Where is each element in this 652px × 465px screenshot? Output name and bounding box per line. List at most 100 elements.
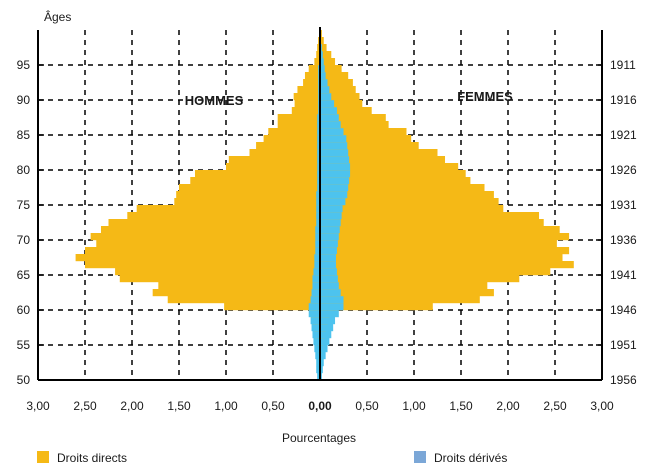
bar-droits-derives-femmes — [320, 282, 339, 290]
year-tick-label: 1926 — [610, 163, 637, 177]
bar-droits-directs-hommes — [228, 156, 320, 164]
bar-droits-directs-hommes — [100, 226, 320, 234]
bar-droits-derives-hommes — [313, 338, 320, 346]
bar-droits-derives-femmes — [320, 226, 340, 234]
legend-label-droits-directs: Droits directs — [57, 451, 127, 465]
bar-droits-directs-femmes — [320, 65, 342, 73]
bar-droits-derives-hommes — [317, 121, 320, 129]
bar-droits-directs-hommes — [297, 86, 320, 94]
bar-droits-derives-femmes — [320, 58, 324, 66]
bar-droits-directs-hommes — [249, 149, 320, 157]
bar-droits-directs-femmes — [320, 240, 557, 248]
bar-droits-derives-femmes — [320, 65, 325, 73]
bar-droits-derives-femmes — [320, 338, 330, 346]
bar-droits-directs-hommes — [294, 100, 320, 108]
bar-droits-directs-hommes — [314, 58, 320, 66]
x-tick-label: 0,50 — [355, 399, 379, 413]
year-tick-label: 1951 — [610, 338, 637, 352]
x-tick-label: 2,50 — [543, 399, 567, 413]
bar-droits-directs-hommes — [85, 247, 320, 255]
bar-droits-directs-hommes — [303, 79, 320, 87]
bar-droits-derives-hommes — [310, 317, 320, 325]
bar-droits-directs-hommes — [308, 65, 320, 73]
bar-droits-derives-hommes — [316, 366, 320, 374]
bar-droits-directs-hommes — [174, 198, 320, 206]
bar-droits-directs-hommes — [277, 114, 320, 122]
bar-droits-derives-femmes — [320, 177, 350, 185]
bar-droits-derives-hommes — [314, 345, 320, 353]
age-tick-label: 75 — [17, 198, 31, 212]
plot-frame — [37, 27, 603, 381]
bar-droits-directs-hommes — [85, 261, 320, 269]
x-tick-label: 0,50 — [261, 399, 285, 413]
bar-droits-derives-femmes — [320, 303, 344, 311]
bar-droits-directs-hommes — [256, 142, 320, 150]
bar-droits-derives-femmes — [320, 247, 337, 255]
bar-droits-derives-hommes — [316, 212, 320, 220]
legend-swatch-droits-directs — [37, 451, 49, 463]
bar-droits-directs-femmes — [320, 205, 504, 213]
bar-droits-derives-hommes — [316, 191, 320, 199]
bar-droits-derives-hommes — [317, 170, 320, 178]
bar-droits-directs-femmes — [320, 37, 324, 45]
bar-droits-derives-femmes — [320, 121, 341, 129]
bar-droits-derives-hommes — [316, 219, 320, 227]
x-tick-label: 1,50 — [449, 399, 473, 413]
bar-droits-derives-femmes — [320, 366, 323, 374]
bar-droits-derives-hommes — [316, 359, 320, 367]
bar-droits-derives-femmes — [320, 212, 342, 220]
bar-droits-directs-femmes — [320, 135, 412, 143]
bar-droits-directs-hommes — [90, 233, 320, 241]
bar-droits-derives-femmes — [320, 170, 351, 178]
bar-droits-directs-femmes — [320, 177, 471, 185]
bar-droits-directs-femmes — [320, 219, 544, 227]
bar-droits-derives-femmes — [320, 331, 332, 339]
bar-droits-derives-femmes — [320, 240, 338, 248]
age-tick-label: 85 — [17, 128, 31, 142]
bar-droits-derives-hommes — [315, 352, 320, 360]
bar-droits-directs-femmes — [320, 44, 327, 52]
bar-droits-derives-hommes — [317, 114, 320, 122]
bar-droits-directs-femmes — [320, 184, 485, 192]
tick-labels: 50 55 60 65 70 75 80 85 90 95 1956 1951 1946 1941 1936… — [17, 58, 637, 413]
bar-droits-directs-femmes — [320, 226, 560, 234]
bar-droits-directs-femmes — [320, 233, 570, 241]
bar-droits-derives-femmes — [320, 135, 347, 143]
bar-droits-directs-femmes — [320, 121, 389, 129]
bar-droits-directs-femmes — [320, 58, 336, 66]
bar-droits-derives-femmes — [320, 191, 348, 199]
year-tick-label: 1946 — [610, 303, 637, 317]
bar-droits-derives-femmes — [320, 359, 324, 367]
bar-droits-directs-hommes — [136, 205, 320, 213]
bar-droits-derives-hommes — [317, 135, 320, 143]
bar-droits-directs-hommes — [263, 135, 320, 143]
bar-droits-derives-hommes — [317, 177, 320, 185]
bar-droits-derives-femmes — [320, 72, 326, 80]
bar-droits-derives-hommes — [316, 205, 320, 213]
bar-droits-directs-femmes — [320, 142, 419, 150]
bar-droits-derives-femmes — [320, 51, 323, 59]
bar-droits-derives-hommes — [308, 303, 320, 311]
bar-droits-directs-femmes — [320, 79, 353, 87]
bar-droits-derives-hommes — [317, 142, 320, 150]
bar-droits-derives-femmes — [320, 198, 346, 206]
bar-droits-derives-hommes — [310, 296, 320, 304]
bar-droits-derives-hommes — [312, 282, 320, 290]
bar-droits-derives-femmes — [320, 317, 336, 325]
bar-droits-directs-femmes — [320, 247, 570, 255]
bar-droits-directs-hommes — [190, 177, 320, 185]
age-tick-label: 90 — [17, 93, 31, 107]
bar-droits-directs-hommes — [293, 93, 320, 101]
bar-droits-directs-hommes — [119, 275, 320, 283]
bar-droits-derives-hommes — [317, 184, 320, 192]
bar-droits-directs-femmes — [320, 156, 446, 164]
bar-droits-derives-hommes — [315, 240, 320, 248]
bar-droits-directs-hommes — [108, 219, 320, 227]
age-tick-label: 55 — [17, 338, 31, 352]
age-tick-label: 50 — [17, 373, 31, 387]
bar-droits-derives-hommes — [312, 275, 320, 283]
bar-droits-derives-femmes — [320, 296, 344, 304]
bar-droits-directs-hommes — [96, 240, 320, 248]
bar-droits-derives-hommes — [314, 254, 320, 262]
